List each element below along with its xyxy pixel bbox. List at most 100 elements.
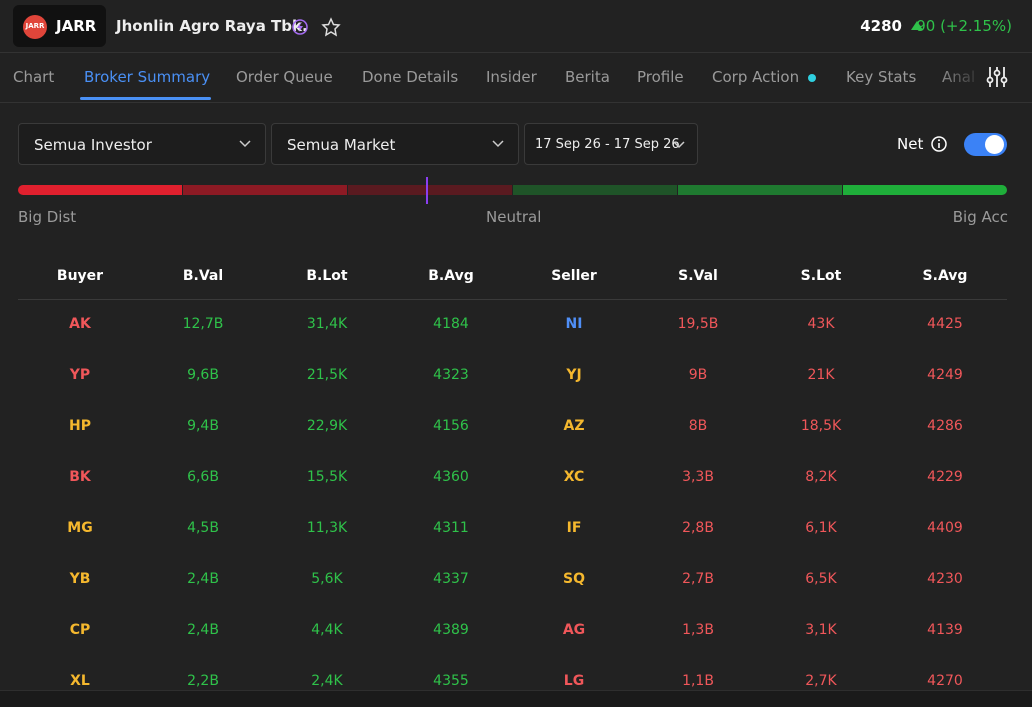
investor-select-label: Semua Investor: [34, 136, 152, 154]
active-tab-indicator: [80, 97, 211, 100]
cell-value: 4249: [927, 367, 963, 383]
cell-value: 9,4B: [187, 418, 219, 434]
cell-value: 5,6K: [311, 571, 343, 587]
logo: [23, 15, 47, 39]
cell-value: 4323: [433, 367, 469, 383]
cell-value: 22,9K: [306, 418, 348, 434]
cell-value: 43K: [807, 316, 835, 332]
cell-value: 2,4B: [187, 571, 219, 587]
gauge-right-label: Big Acc: [952, 208, 1008, 226]
cell-value: 15,5K: [306, 469, 348, 485]
gauge-left-label: Big Dist: [18, 208, 77, 226]
market-select-label: Semua Market: [287, 136, 396, 154]
gauge-center-label: Neutral: [486, 208, 542, 226]
cell-value: 6,1K: [805, 520, 837, 536]
tab[interactable]: Done Details: [362, 68, 459, 86]
cell-value: 4230: [927, 571, 963, 587]
lightning-icon[interactable]: [292, 19, 308, 35]
tab[interactable]: Profile: [637, 68, 684, 86]
column-header: S.Val: [678, 268, 718, 284]
up-arrow: [911, 21, 923, 30]
broker-code[interactable]: SQ: [563, 571, 585, 587]
tab[interactable]: Berita: [565, 68, 610, 86]
cell-value: 4337: [433, 571, 469, 587]
header: [0, 0, 1032, 53]
cell-value: 4156: [433, 418, 469, 434]
cell-value: 4286: [927, 418, 963, 434]
cell-value: 2,4B: [187, 622, 219, 638]
tab[interactable]: Insider: [486, 68, 537, 86]
header-icons: [292, 17, 341, 37]
bottom-bar: [0, 690, 1032, 707]
cell-value: 4311: [433, 520, 469, 536]
price-change: 90 (+2.15%): [916, 17, 1012, 35]
cell-value: 11,3K: [306, 520, 348, 536]
settings-icon[interactable]: [985, 65, 1009, 89]
ticker: JARR: [56, 17, 97, 35]
broker-code[interactable]: LG: [563, 673, 585, 689]
gauge: [18, 177, 1007, 204]
table-divider: [18, 299, 1007, 300]
cell-value: 4,4K: [311, 622, 343, 638]
broker-code[interactable]: BK: [69, 469, 91, 485]
column-header: B.Val: [182, 268, 224, 284]
price: 4280: [860, 17, 902, 35]
cell-value: 6,6B: [187, 469, 219, 485]
notification-dot: [808, 74, 816, 82]
star-icon[interactable]: [321, 17, 341, 37]
broker-code[interactable]: NI: [565, 316, 583, 332]
cell-value: 2,7K: [805, 673, 837, 689]
broker-code[interactable]: MG: [67, 520, 93, 536]
broker-code[interactable]: IF: [566, 520, 582, 536]
broker-code[interactable]: XL: [70, 673, 90, 689]
cell-value: 3,1K: [805, 622, 837, 638]
tab[interactable]: Corp Action: [712, 68, 800, 86]
broker-code[interactable]: YB: [69, 571, 91, 587]
cell-value: 4355: [433, 673, 469, 689]
cell-value: 9,6B: [187, 367, 219, 383]
tab[interactable]: Key Stats: [846, 68, 917, 86]
cell-value: 12,7B: [182, 316, 224, 332]
cell-value: 3,3B: [682, 469, 714, 485]
broker-code[interactable]: YJ: [566, 367, 582, 383]
cell-value: 4409: [927, 520, 963, 536]
divider: [0, 102, 1032, 103]
cell-value: 4360: [433, 469, 469, 485]
cell-value: 2,4K: [311, 673, 343, 689]
cell-value: 2,8B: [682, 520, 714, 536]
cell-value: 4425: [927, 316, 963, 332]
column-header: B.Lot: [306, 268, 348, 284]
market-select[interactable]: Semua Market: [271, 123, 519, 165]
investor-select[interactable]: Semua Investor: [18, 123, 266, 165]
cell-value: 2,7B: [682, 571, 714, 587]
column-header: Buyer: [56, 268, 104, 284]
gauge-marker: [426, 177, 428, 204]
date-select[interactable]: 17 Sep 26 - 17 Sep 26: [524, 123, 698, 165]
cell-value: 2,2B: [187, 673, 219, 689]
broker-code[interactable]: AG: [562, 622, 586, 638]
broker-code[interactable]: AK: [69, 316, 91, 332]
column-header: B.Avg: [428, 268, 474, 284]
column-header: S.Lot: [800, 268, 842, 284]
tab[interactable]: Order Queue: [236, 68, 333, 86]
cell-value: 19,5B: [677, 316, 719, 332]
cell-value: 4184: [433, 316, 469, 332]
cell-value: 4,5B: [187, 520, 219, 536]
company-name: Jhonlin Agro Raya Tbk.: [116, 17, 308, 35]
toggle-knob: [985, 135, 1004, 154]
cell-value: 1,3B: [682, 622, 714, 638]
logo-text: JARR: [25, 22, 45, 30]
broker-code[interactable]: HP: [69, 418, 91, 434]
broker-code[interactable]: CP: [69, 622, 91, 638]
broker-code[interactable]: YP: [69, 367, 91, 383]
cell-value: 4229: [927, 469, 963, 485]
cell-value: 18,5K: [800, 418, 842, 434]
broker-code[interactable]: XC: [563, 469, 585, 485]
tab[interactable]: Chart: [13, 68, 55, 86]
broker-code[interactable]: AZ: [563, 418, 585, 434]
info-icon[interactable]: [930, 135, 948, 153]
cell-value: 4139: [927, 622, 963, 638]
net-label: Net: [897, 135, 924, 153]
cell-value: 8,2K: [805, 469, 837, 485]
tab[interactable]: Broker Summary: [84, 68, 211, 86]
